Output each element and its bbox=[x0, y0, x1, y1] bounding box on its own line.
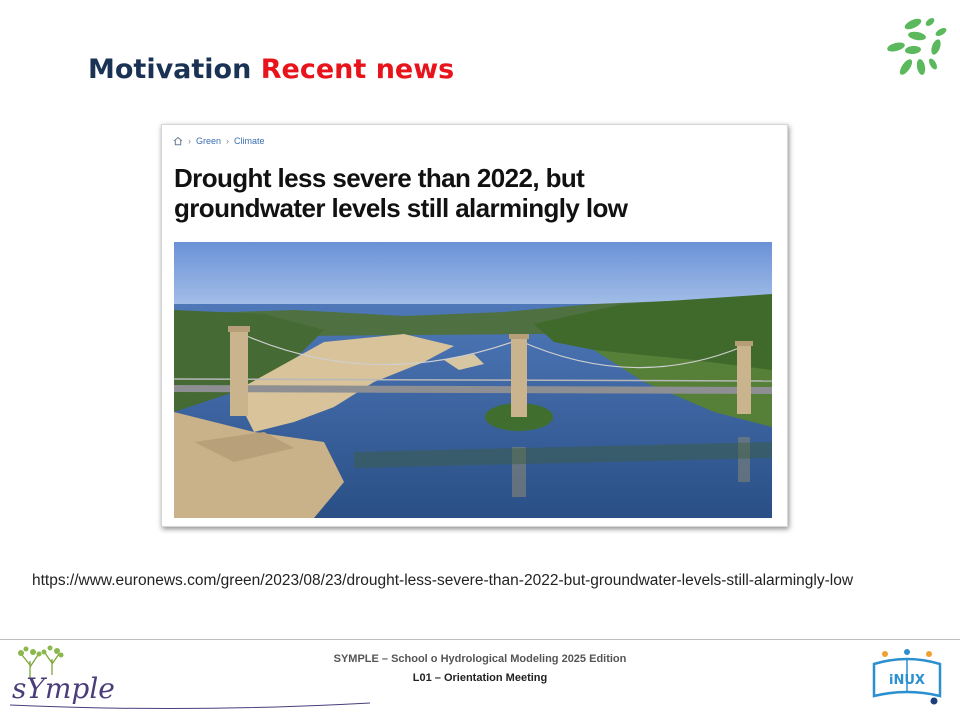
breadcrumb-item-green[interactable]: Green bbox=[196, 136, 222, 146]
symple-logo: sYmple bbox=[9, 645, 371, 710]
breadcrumb: › Green › Climate bbox=[173, 136, 265, 146]
breadcrumb-item-climate[interactable]: Climate bbox=[234, 136, 265, 146]
river-bridge-photo bbox=[174, 242, 772, 518]
source-link[interactable]: https://www.euronews.com/green/2023/08/2… bbox=[32, 572, 854, 589]
footer-line-lecture: L01 – Orientation Meeting bbox=[412, 672, 548, 684]
chevron-right-icon: › bbox=[226, 136, 230, 146]
leaves-icon bbox=[887, 18, 947, 75]
news-article-screenshot: › Green › Climate Drought less severe th… bbox=[161, 124, 788, 527]
inux-logo: iNUX bbox=[872, 649, 942, 705]
chevron-right-icon: › bbox=[188, 136, 191, 146]
title-motivation: Motivation bbox=[88, 54, 252, 85]
footer-line-school: SYMPLE – School o Hydrological Modeling … bbox=[333, 653, 627, 665]
footer-divider bbox=[0, 639, 960, 640]
article-headline: Drought less severe than 2022, but groun… bbox=[174, 163, 628, 223]
title-recent-news: Recent news bbox=[260, 54, 455, 85]
home-icon[interactable] bbox=[173, 136, 183, 146]
footer-caption: SYMPLE – School o Hydrological Modeling … bbox=[250, 653, 710, 684]
slide-title: Motivation Recent news bbox=[88, 54, 454, 85]
svg-text:sYmple: sYmple bbox=[12, 672, 115, 705]
svg-text:iNUX: iNUX bbox=[889, 673, 925, 688]
